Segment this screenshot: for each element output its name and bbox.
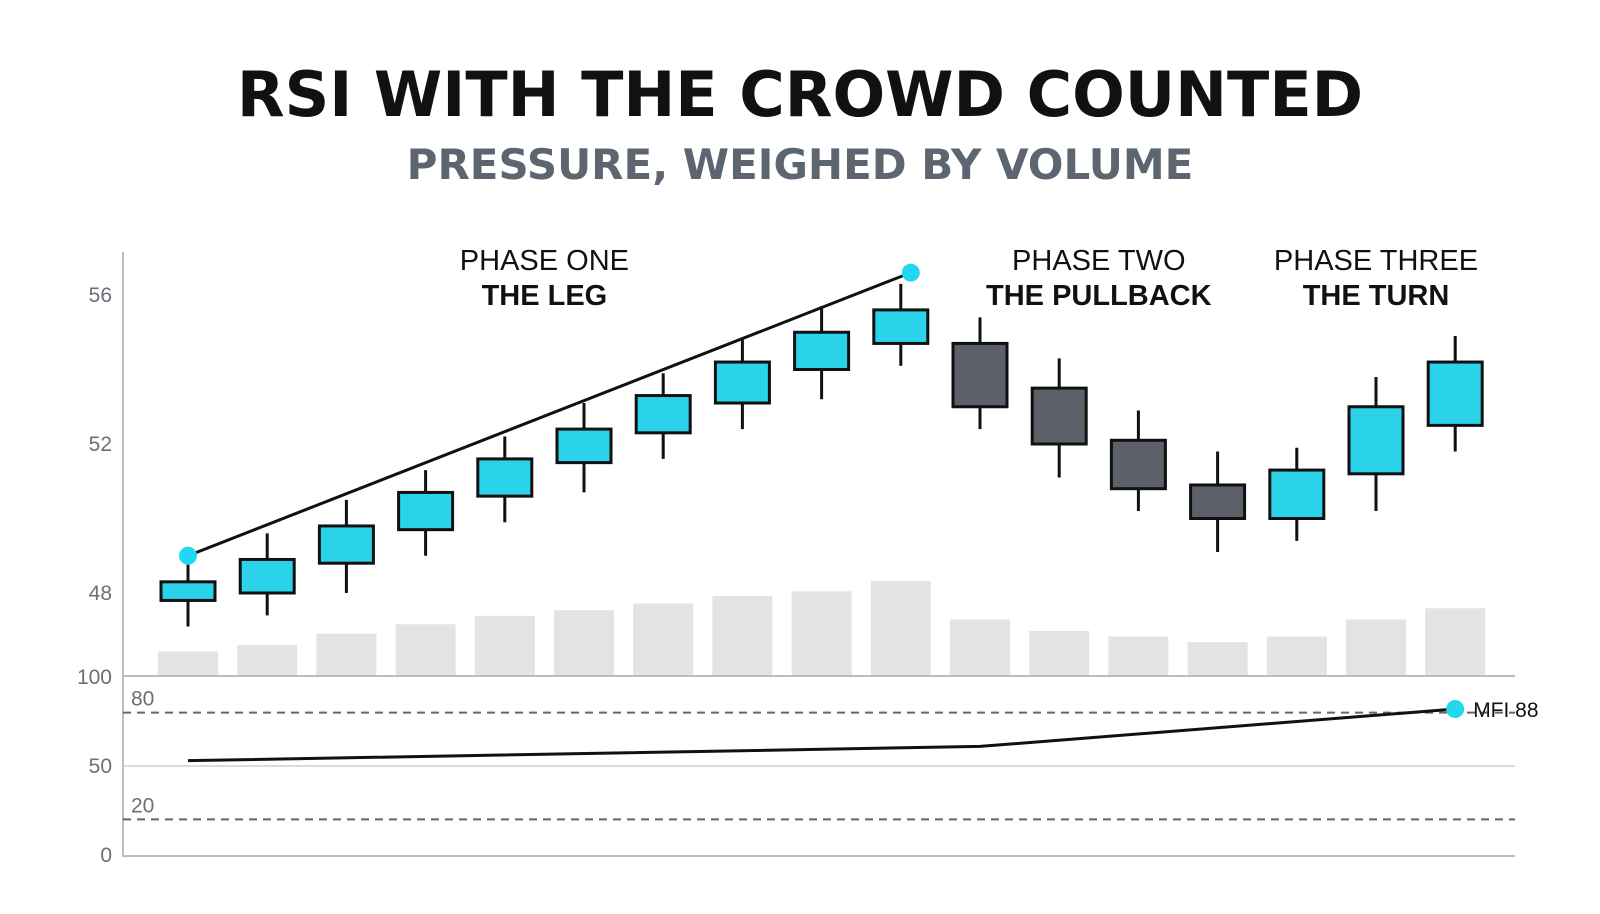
volume-bar xyxy=(712,596,773,675)
bull-candle xyxy=(397,490,455,532)
volume-bar xyxy=(791,591,852,675)
mfi-end-marker xyxy=(1446,700,1465,719)
bear-candle xyxy=(1109,438,1167,491)
price-tick-label: 48 xyxy=(89,582,112,605)
volume-bar xyxy=(554,610,614,675)
bull-candle xyxy=(238,557,296,595)
volume-bar xyxy=(950,619,1010,675)
bull-candle xyxy=(793,330,851,371)
bull-candle xyxy=(1347,405,1405,476)
osc-tick-label: 0 xyxy=(100,844,112,867)
level-label-80: 80 xyxy=(131,688,154,711)
osc-tick-label: 100 xyxy=(77,666,112,689)
trendline-start-marker xyxy=(179,546,197,565)
trendline xyxy=(187,271,912,558)
volume-bar xyxy=(158,651,218,675)
volume-bar xyxy=(1346,619,1406,675)
level-label-20: 20 xyxy=(131,794,154,817)
chart-title: RSI WITH THE CROWD COUNTED xyxy=(236,58,1364,131)
bear-candle xyxy=(1030,386,1088,446)
bull-candle xyxy=(1268,468,1326,521)
bull-candle xyxy=(476,457,534,498)
bear-candle xyxy=(951,341,1009,409)
volume-bar xyxy=(1187,642,1248,675)
phase-3-title: PHASE THREE xyxy=(1274,245,1478,277)
volume-bar xyxy=(1108,636,1169,675)
trendline-end-marker xyxy=(901,263,920,282)
phase-2-subtitle: THE PULLBACK xyxy=(986,280,1212,312)
osc-tick-label: 50 xyxy=(89,755,112,778)
phase-2-title: PHASE TWO xyxy=(1012,245,1186,277)
bear-candle xyxy=(1189,483,1247,521)
volume-bar xyxy=(1266,636,1327,675)
price-tick-label: 52 xyxy=(89,433,112,456)
bull-candle xyxy=(872,308,930,345)
bull-candle xyxy=(634,394,692,435)
bull-candle xyxy=(1426,360,1484,427)
phase-1-title: PHASE ONE xyxy=(460,245,629,277)
bull-candle xyxy=(159,580,217,602)
bull-candle xyxy=(713,360,771,405)
volume-bar xyxy=(1425,608,1486,675)
volume-bar xyxy=(316,633,377,675)
mfi-line xyxy=(187,707,1456,763)
mfi-end-label: MFI 88 xyxy=(1473,699,1538,722)
volume-bar xyxy=(474,615,535,675)
phase-3-subtitle: THE TURN xyxy=(1303,280,1450,312)
volume-bar xyxy=(395,624,456,675)
phase-1-subtitle: THE LEG xyxy=(482,280,608,312)
bull-candle xyxy=(317,524,375,565)
volume-bar xyxy=(870,581,931,675)
volume-bar xyxy=(1029,630,1090,675)
chart-subtitle: PRESSURE, WEIGHED BY VOLUME xyxy=(406,140,1194,189)
volume-bar xyxy=(237,644,298,675)
price-tick-label: 56 xyxy=(89,284,112,307)
volume-bar xyxy=(633,603,694,675)
bull-candle xyxy=(555,427,613,465)
